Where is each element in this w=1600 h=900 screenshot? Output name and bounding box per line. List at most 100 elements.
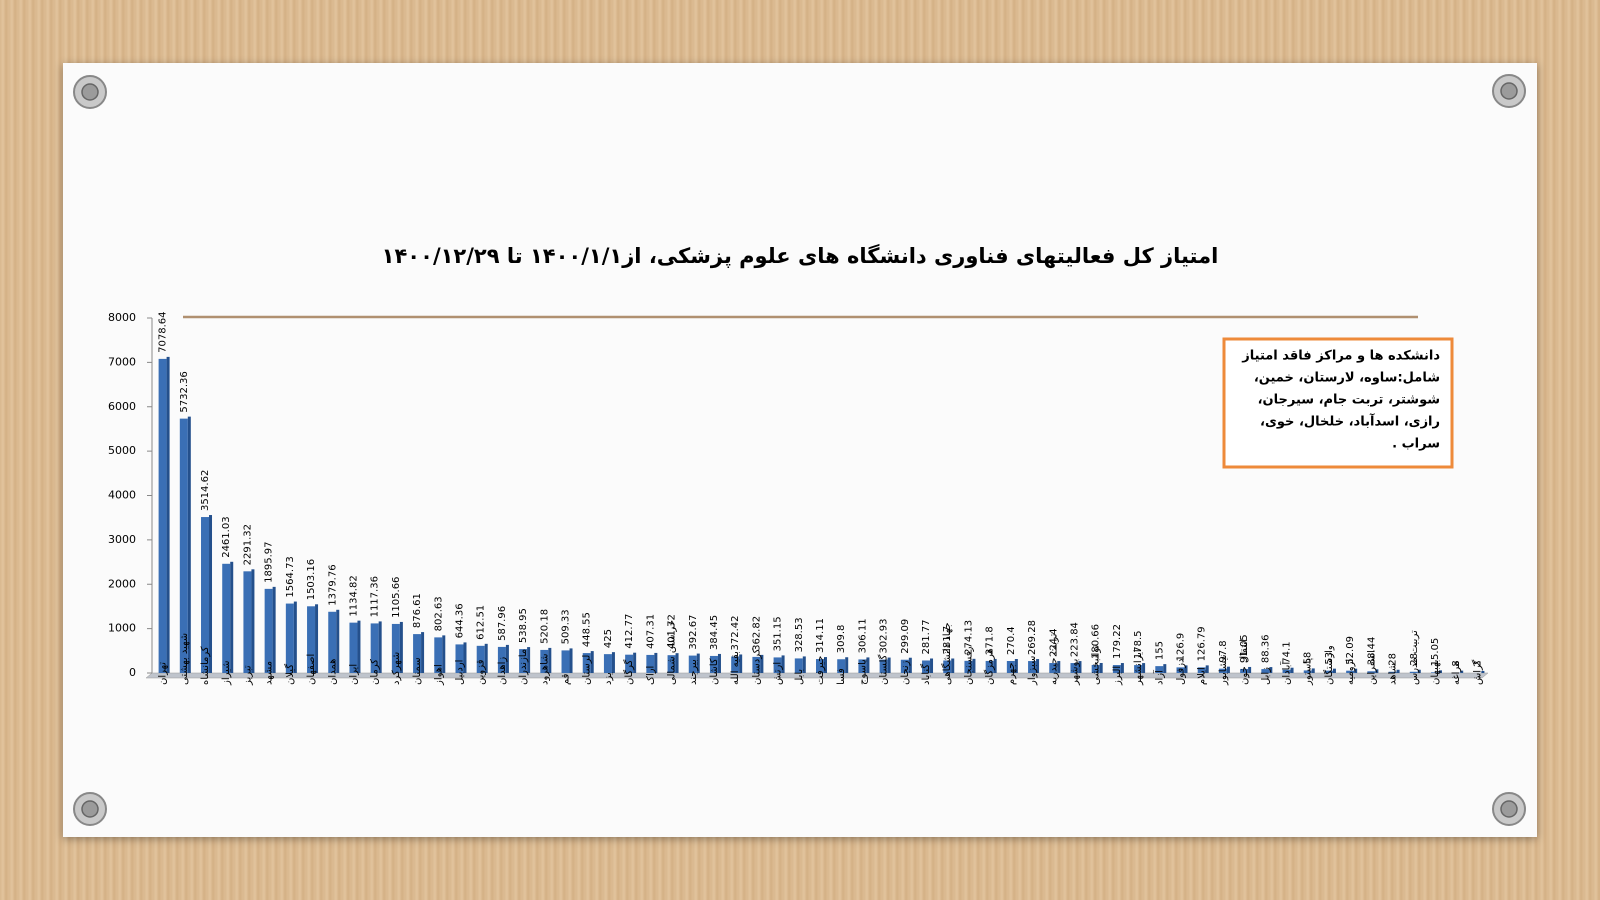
value-label: 314.11 bbox=[815, 618, 826, 653]
bar bbox=[582, 653, 591, 673]
bar bbox=[519, 649, 528, 673]
value-label: 74.1 bbox=[1282, 641, 1293, 663]
x-tick-label: توانبخشی bbox=[1091, 645, 1102, 685]
bar bbox=[349, 622, 358, 673]
y-tick-label: 2000 bbox=[108, 577, 136, 590]
bar bbox=[1282, 669, 1291, 673]
x-tick-label: شاهرود bbox=[539, 654, 550, 686]
note-line: شامل:ساوه، لارستان، خمین، bbox=[1254, 371, 1440, 386]
bar-side bbox=[1311, 668, 1315, 673]
bar-side bbox=[696, 653, 700, 673]
value-label: 274.13 bbox=[963, 620, 974, 655]
bar bbox=[625, 654, 634, 673]
x-tick-label: بقیه الله bbox=[730, 651, 741, 685]
x-tick-label: البرز bbox=[1112, 666, 1123, 686]
value-label: 28 bbox=[1409, 653, 1420, 666]
bar-side bbox=[336, 609, 340, 673]
x-tick-label: سمنان bbox=[412, 657, 423, 685]
bar bbox=[1218, 668, 1227, 673]
bar bbox=[1155, 666, 1164, 673]
note-line: شوشتر، تربت جام، سیرجان، bbox=[1258, 393, 1440, 408]
bar-side bbox=[357, 620, 361, 673]
bar bbox=[179, 418, 188, 673]
value-label: 802.63 bbox=[433, 596, 444, 631]
note-line: رازی، اسدآباد، خلخال، خوی، bbox=[1260, 413, 1440, 430]
x-tick-label: گراش bbox=[1471, 659, 1483, 685]
value-label: 328.53 bbox=[794, 617, 805, 652]
x-tick-label: کاشان bbox=[709, 658, 720, 685]
x-tick-label: یاسوج bbox=[857, 659, 868, 685]
bar bbox=[1028, 661, 1037, 673]
x-tick-label: شیراز bbox=[221, 660, 232, 686]
bar bbox=[1070, 663, 1079, 673]
bar bbox=[943, 660, 952, 673]
bar bbox=[1176, 667, 1185, 673]
value-label: 538.95 bbox=[518, 608, 529, 643]
x-tick-label: نیشابور bbox=[1218, 654, 1229, 686]
value-label: 269.28 bbox=[1027, 620, 1038, 655]
bar bbox=[1346, 670, 1355, 673]
value-label: 1379.76 bbox=[327, 564, 338, 605]
bar-side bbox=[611, 652, 615, 673]
bar-side bbox=[1354, 668, 1358, 673]
value-label: 28 bbox=[1388, 653, 1399, 666]
x-tick-label: زابل bbox=[1260, 667, 1271, 685]
value-label: 52.09 bbox=[1345, 636, 1356, 665]
bar bbox=[837, 659, 846, 673]
bar bbox=[816, 659, 824, 673]
bar bbox=[858, 659, 867, 673]
bar bbox=[794, 658, 803, 673]
x-tick-label: بیرجند bbox=[688, 659, 699, 685]
value-label: 612.51 bbox=[476, 605, 487, 640]
x-tick-label: وارستگان bbox=[1323, 645, 1335, 685]
x-tick-label: تهران bbox=[158, 662, 169, 685]
bar bbox=[1430, 672, 1439, 673]
x-tick-label: اردبیل bbox=[454, 660, 465, 685]
bar-side bbox=[993, 658, 997, 673]
bar bbox=[307, 606, 316, 673]
x-tick-label: ایرانشهر bbox=[1133, 649, 1144, 686]
x-tick-label: کرمان bbox=[370, 659, 381, 685]
x-tick-label: گناباد bbox=[920, 664, 932, 685]
value-label: 179.22 bbox=[1112, 624, 1123, 659]
floor bbox=[145, 672, 1489, 679]
bar-side bbox=[209, 515, 213, 673]
value-label: 425 bbox=[603, 629, 614, 648]
bar bbox=[1409, 671, 1418, 673]
value-label: 126.9 bbox=[1176, 633, 1187, 662]
bar bbox=[752, 656, 761, 673]
bar-side bbox=[1099, 662, 1103, 673]
bar bbox=[243, 571, 252, 673]
bar-side bbox=[845, 657, 849, 673]
bar bbox=[900, 659, 909, 673]
bar bbox=[455, 644, 464, 673]
bar-side bbox=[505, 644, 509, 673]
bar-side bbox=[272, 586, 276, 673]
y-tick-label: 4000 bbox=[108, 489, 136, 502]
value-label: 1134.82 bbox=[348, 575, 359, 616]
value-label: 1105.66 bbox=[391, 577, 402, 618]
y-tick-label: 1000 bbox=[108, 622, 136, 635]
bar-side bbox=[315, 604, 319, 673]
bar bbox=[1197, 667, 1206, 673]
bar-side bbox=[1460, 670, 1464, 673]
value-label: 7078.64 bbox=[158, 312, 169, 353]
value-label: 3514.62 bbox=[200, 470, 211, 511]
bar bbox=[497, 646, 506, 673]
value-label: 448.55 bbox=[582, 612, 593, 647]
value-label: 362.82 bbox=[751, 616, 762, 651]
value-label: 407.31 bbox=[645, 614, 656, 649]
value-label: 271.8 bbox=[985, 626, 996, 655]
x-tick-label: ایران bbox=[348, 664, 359, 685]
value-label: 5732.36 bbox=[179, 371, 190, 412]
bar bbox=[434, 637, 443, 673]
bar bbox=[1367, 671, 1376, 673]
bar-side bbox=[781, 655, 785, 673]
bar-side bbox=[972, 658, 976, 673]
value-label: 299.09 bbox=[900, 619, 911, 654]
bar bbox=[201, 517, 210, 673]
bar bbox=[688, 655, 697, 673]
x-tick-label: تربیت مدرس bbox=[1409, 630, 1420, 685]
bar bbox=[158, 358, 167, 673]
